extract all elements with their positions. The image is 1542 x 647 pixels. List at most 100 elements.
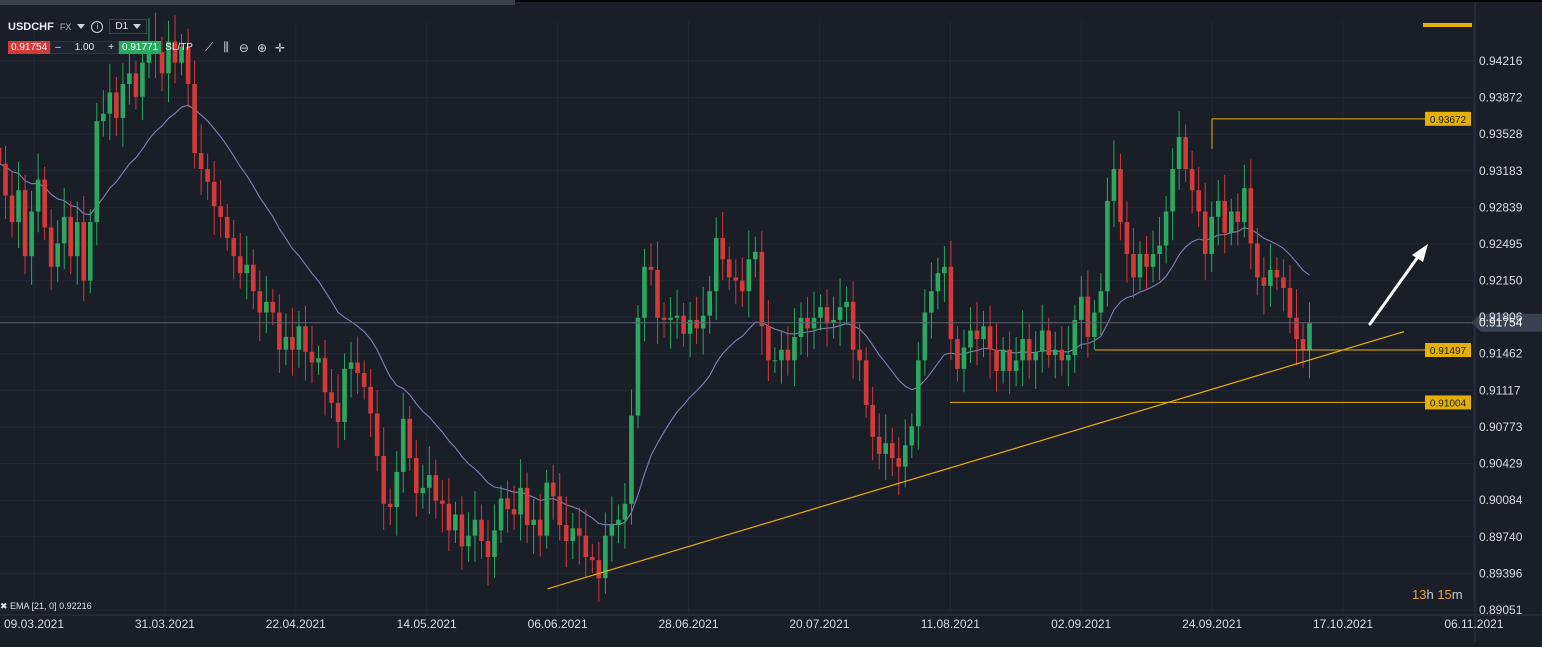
instrument-type: FX <box>59 21 72 32</box>
up-arrow-shaft <box>1368 252 1422 326</box>
candle-body <box>720 238 726 260</box>
x-tick-label: 31.03.2021 <box>135 617 195 631</box>
candle-body <box>16 190 21 223</box>
y-tick-label: 0.89740 <box>1479 530 1523 544</box>
candle-body <box>1215 200 1221 217</box>
zoom-in-icon[interactable]: ⊕ <box>256 40 268 55</box>
candle-body <box>107 92 113 114</box>
candle-body <box>335 402 341 422</box>
sell-button[interactable]: 0.91754 <box>8 41 51 54</box>
candle-body <box>1268 269 1273 286</box>
y-tick-label: 0.93528 <box>1479 127 1523 141</box>
y-tick-label: 0.94216 <box>1479 54 1523 68</box>
candle-body <box>753 251 758 260</box>
sltp-button[interactable]: SL/TP <box>165 42 193 53</box>
candle-body <box>1118 168 1123 223</box>
candle-body <box>198 153 204 169</box>
candle-body <box>35 179 41 212</box>
candle-body <box>433 475 439 501</box>
candle-body <box>329 392 334 403</box>
candle-body <box>1242 188 1247 223</box>
candle-body <box>1137 254 1143 278</box>
indicators-icon[interactable]: ⫼ <box>223 40 229 54</box>
x-tick-label: 17.10.2021 <box>1313 617 1373 631</box>
drawing-color-swatch[interactable] <box>1423 23 1472 27</box>
candle-body <box>387 503 393 508</box>
candle-body <box>518 487 523 515</box>
zoom-out-icon[interactable]: ⊖ <box>238 40 249 55</box>
candle-body <box>746 259 752 292</box>
candle-body <box>1261 277 1267 286</box>
candle-body <box>61 216 67 244</box>
candle-body <box>1105 200 1110 292</box>
symbol-dropdown-icon[interactable] <box>77 24 86 29</box>
candle-body <box>563 525 569 542</box>
candle-body <box>466 535 471 547</box>
level-label: 0.91497 <box>1430 346 1467 357</box>
candle-body <box>1052 349 1058 356</box>
candle-body <box>342 368 347 422</box>
candle-body <box>394 471 400 508</box>
candle-body <box>172 41 178 63</box>
candle-body <box>264 301 269 313</box>
timeframe-select[interactable]: D1 <box>109 19 148 34</box>
candle-body <box>185 46 191 84</box>
candle-body <box>896 458 902 467</box>
x-tick-label: 28.06.2021 <box>658 617 718 631</box>
candle-body <box>1131 254 1136 278</box>
candle-body <box>309 351 315 363</box>
candle-body <box>55 243 60 267</box>
level-label-box <box>1425 343 1471 358</box>
candle-body <box>407 418 413 459</box>
countdown-hours: 13 <box>1412 587 1427 602</box>
buy-button[interactable]: 0.91771 <box>119 41 162 54</box>
candle-body <box>1228 211 1234 233</box>
candle-body <box>655 269 660 318</box>
trendline <box>547 331 1405 590</box>
increase-button[interactable]: + <box>108 42 115 53</box>
up-arrow-head <box>1412 244 1428 262</box>
level-label-box <box>1425 395 1471 410</box>
crosshair-icon[interactable]: ✛ <box>275 40 286 55</box>
candle-body <box>179 46 184 63</box>
x-tick-label: 02.09.2021 <box>1051 617 1111 631</box>
drawings[interactable]: 0.91754 0.93672 0.91497 0.91004 <box>0 111 1542 590</box>
info-icon[interactable]: i <box>91 20 104 33</box>
quantity-stepper[interactable]: – 1.00 + <box>50 41 120 54</box>
top-strip <box>0 0 515 5</box>
candle-body <box>1294 317 1299 340</box>
y-tick-label: 0.89051 <box>1479 603 1523 617</box>
ema-legend[interactable]: ✖ EMA [21, 0] 0.92216 <box>0 601 92 611</box>
candle-body <box>459 514 465 547</box>
candle-body <box>818 307 823 318</box>
candle-body <box>916 360 921 427</box>
candle-body <box>837 307 843 320</box>
candle-body <box>257 291 263 313</box>
quantity-input[interactable]: 1.00 <box>74 42 95 53</box>
line-chart-icon[interactable]: ⟋ <box>204 40 214 54</box>
candle-body <box>322 358 328 393</box>
candle-body <box>1170 168 1175 212</box>
countdown-minutes: 15 <box>1437 587 1452 602</box>
x-tick-label: 06.06.2021 <box>528 617 588 631</box>
candle-body <box>739 280 745 292</box>
candle-body <box>876 436 882 454</box>
candle-body <box>622 503 628 520</box>
candle-body <box>635 317 641 416</box>
candle-body <box>0 147 2 164</box>
candle-body <box>1255 243 1260 278</box>
candle-body <box>1085 296 1091 337</box>
candle-body <box>603 535 608 579</box>
decrease-button[interactable]: – <box>55 42 61 53</box>
candle-body <box>648 266 654 270</box>
candle-body <box>68 216 74 257</box>
candle-body <box>355 362 360 374</box>
y-tick-label: 0.93872 <box>1479 91 1523 105</box>
candle-body <box>987 326 993 350</box>
candle-body <box>557 496 563 526</box>
candle-body <box>1092 312 1097 337</box>
symbol-label[interactable]: USDCHF <box>8 20 54 33</box>
candle-body <box>1007 349 1012 371</box>
